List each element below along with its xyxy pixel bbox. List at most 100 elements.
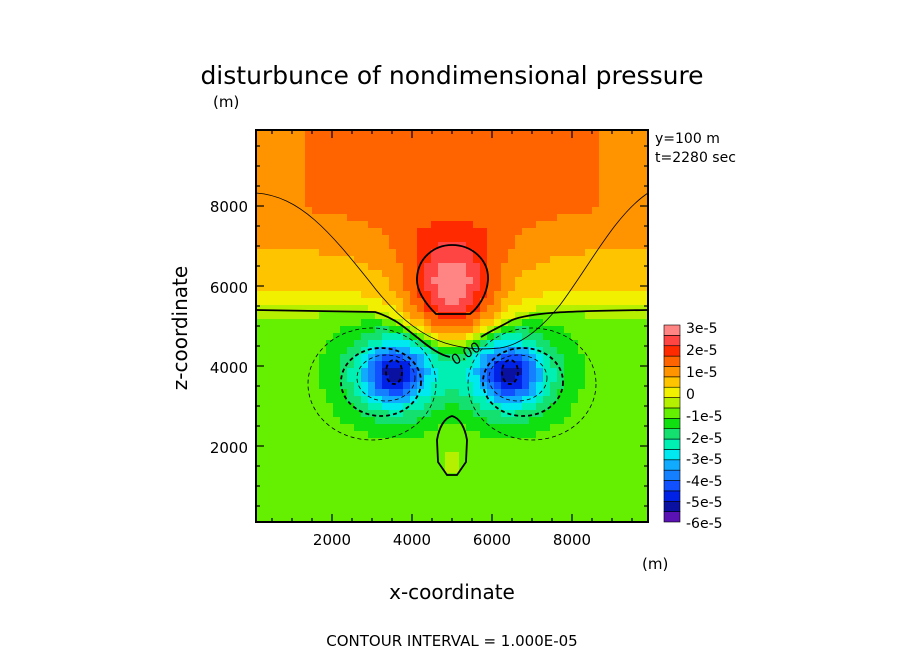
field-cell — [480, 361, 488, 369]
field-cell — [480, 333, 488, 341]
field-cell — [403, 165, 411, 173]
field-cell — [578, 375, 586, 383]
field-cell — [375, 291, 383, 299]
field-cell — [543, 487, 551, 495]
field-cell — [403, 508, 411, 516]
field-cell — [571, 494, 579, 502]
field-cell — [445, 284, 453, 292]
field-cell — [445, 445, 453, 453]
field-cell — [494, 200, 502, 208]
field-cell — [557, 410, 565, 418]
field-cell — [438, 487, 446, 495]
field-cell — [466, 186, 474, 194]
field-cell — [641, 515, 649, 523]
field-cell — [557, 438, 565, 446]
field-cell — [431, 445, 439, 453]
field-cell — [410, 263, 418, 271]
field-cell — [501, 494, 509, 502]
field-cell — [326, 214, 334, 222]
field-cell — [312, 144, 320, 152]
field-cell — [508, 137, 516, 145]
field-cell — [340, 501, 348, 509]
axis-ticks — [256, 130, 648, 522]
field-cell — [312, 235, 320, 243]
field-cell — [529, 480, 537, 488]
field-cell — [305, 424, 313, 432]
field-cell — [557, 172, 565, 180]
field-cell — [445, 361, 453, 369]
field-cell — [445, 480, 453, 488]
field-cell — [613, 417, 621, 425]
field-cell — [473, 256, 481, 264]
field-cell — [487, 186, 495, 194]
field-cell — [473, 291, 481, 299]
field-cell — [368, 487, 376, 495]
field-cell — [305, 186, 313, 194]
field-cell — [396, 417, 404, 425]
field-cell — [298, 165, 306, 173]
field-cell — [312, 291, 320, 299]
field-cell — [627, 375, 635, 383]
field-cell — [389, 326, 397, 334]
field-cell — [305, 487, 313, 495]
field-cell — [305, 242, 313, 250]
field-cell — [396, 501, 404, 509]
field-cell — [438, 256, 446, 264]
contour-lines — [255, 192, 649, 476]
field-cell — [326, 193, 334, 201]
field-cell — [452, 403, 460, 411]
field-cell — [431, 242, 439, 250]
field-cell — [466, 389, 474, 397]
field-cell — [487, 501, 495, 509]
field-cell — [543, 515, 551, 523]
field-cell — [305, 256, 313, 264]
field-cell — [389, 501, 397, 509]
field-cell — [333, 305, 341, 313]
field-cell — [305, 375, 313, 383]
field-cell — [641, 319, 649, 327]
field-cell — [305, 137, 313, 145]
field-cell — [515, 256, 523, 264]
field-cell — [333, 459, 341, 467]
field-cell — [585, 263, 593, 271]
field-cell — [592, 305, 600, 313]
field-cell — [620, 305, 628, 313]
field-cell — [613, 487, 621, 495]
field-cell — [277, 172, 285, 180]
field-cell — [487, 256, 495, 264]
field-cell — [291, 312, 299, 320]
field-cell — [459, 396, 467, 404]
field-cell — [466, 354, 474, 362]
field-cell — [270, 165, 278, 173]
field-cell — [550, 515, 558, 523]
field-cell — [550, 249, 558, 257]
field-cell — [347, 193, 355, 201]
field-cell — [613, 466, 621, 474]
field-cell — [543, 480, 551, 488]
field-cell — [599, 368, 607, 376]
field-cell — [529, 305, 537, 313]
field-cell — [606, 347, 614, 355]
field-cell — [641, 179, 649, 187]
field-cell — [410, 214, 418, 222]
field-cell — [410, 151, 418, 159]
field-cell — [613, 207, 621, 215]
field-cell — [438, 144, 446, 152]
field-cell — [550, 221, 558, 229]
field-cell — [326, 487, 334, 495]
field-cell — [361, 375, 369, 383]
field-cell — [571, 228, 579, 236]
field-cell — [473, 326, 481, 334]
field-cell — [361, 424, 369, 432]
field-cell — [466, 291, 474, 299]
field-cell — [466, 340, 474, 348]
field-cell — [487, 445, 495, 453]
field-cell — [634, 312, 642, 320]
field-cell — [501, 291, 509, 299]
field-cell — [368, 508, 376, 516]
field-cell — [312, 319, 320, 327]
field-cell — [466, 431, 474, 439]
field-cell — [417, 487, 425, 495]
field-cell — [326, 501, 334, 509]
field-cell — [515, 284, 523, 292]
